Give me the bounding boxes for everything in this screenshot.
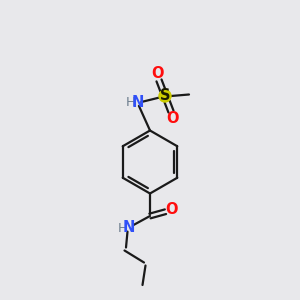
Circle shape — [159, 90, 171, 102]
Text: N: N — [131, 95, 144, 110]
Text: N: N — [123, 220, 136, 236]
Text: S: S — [160, 88, 170, 104]
Text: H: H — [126, 96, 136, 109]
Text: O: O — [166, 111, 179, 126]
Text: H: H — [118, 221, 128, 235]
Text: O: O — [166, 202, 178, 217]
Text: O: O — [151, 66, 164, 81]
